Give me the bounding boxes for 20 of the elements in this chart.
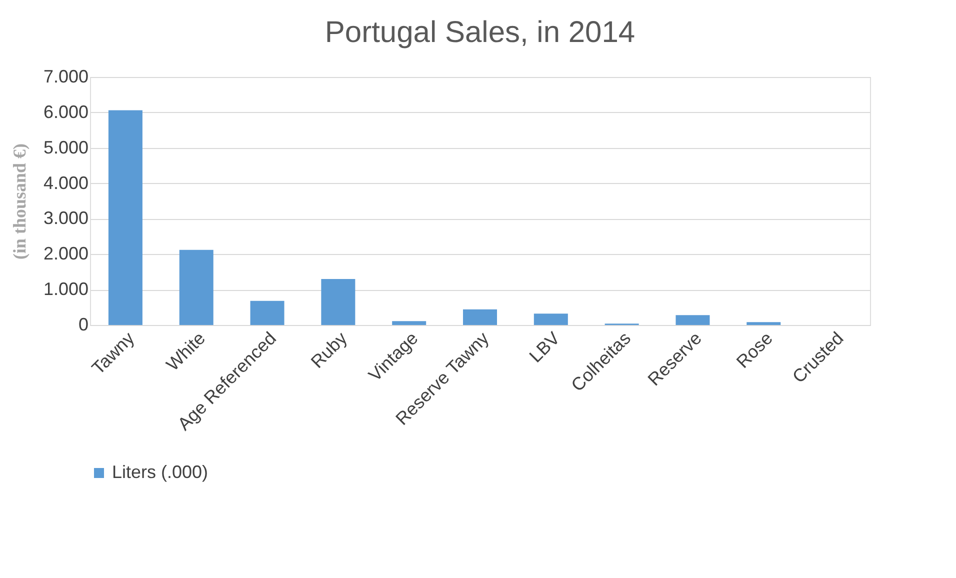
bar: [534, 314, 568, 325]
y-tick-label: 3.000: [43, 208, 88, 228]
legend-label: Liters (.000): [112, 462, 208, 482]
y-tick-label: 1.000: [43, 279, 88, 300]
bar: [179, 250, 214, 325]
bar: [676, 315, 710, 325]
y-tick-label: 2.000: [43, 244, 88, 264]
bar: [321, 278, 356, 325]
bar: [108, 110, 142, 325]
bar: [250, 300, 284, 325]
y-axis-title: (in thousand €): [9, 143, 30, 260]
bar: [746, 322, 781, 325]
y-tick-label: 4.000: [43, 172, 88, 193]
y-tick-label: 6.000: [43, 102, 88, 122]
y-tick-label: 7.000: [43, 66, 88, 86]
y-tick-label: 0: [78, 314, 88, 334]
y-tick-label: 5.000: [43, 137, 88, 158]
bar: [392, 321, 426, 325]
chart-title: Portugal Sales, in 2014: [324, 16, 636, 49]
bar: [463, 309, 497, 325]
